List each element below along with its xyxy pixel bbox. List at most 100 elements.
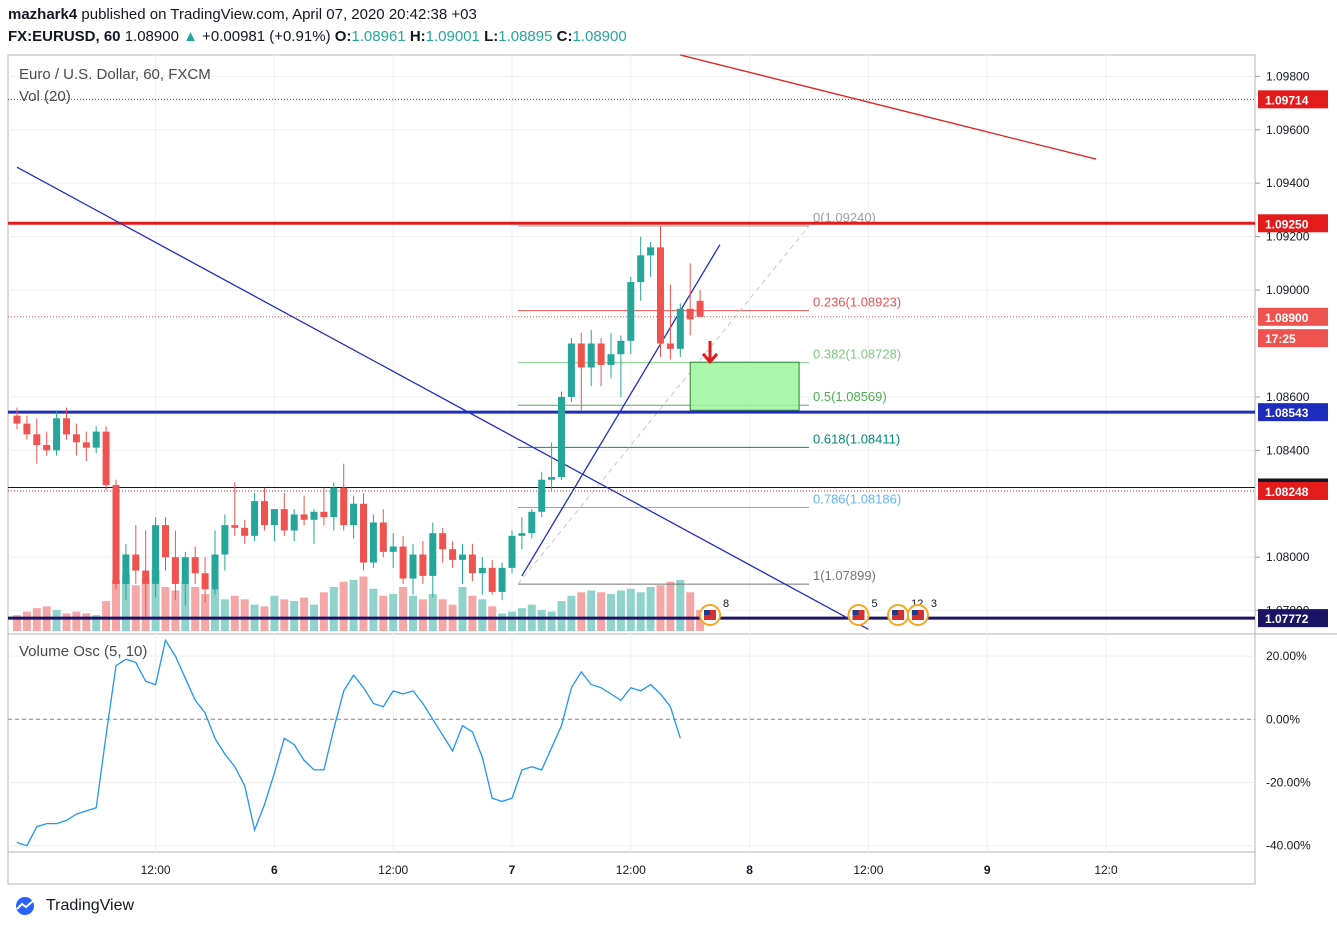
volume-bar <box>538 610 546 631</box>
candle-body <box>578 344 585 368</box>
candle-body <box>311 512 318 520</box>
flag-canton <box>892 610 898 615</box>
price-badge-label: 1.08900 <box>1265 311 1309 325</box>
candle-body <box>73 434 80 442</box>
candle-body <box>429 533 436 576</box>
fib-level-label: 0.5(1.08569) <box>813 389 887 404</box>
candle-body <box>162 525 169 557</box>
candle-body <box>221 525 228 554</box>
candle-body <box>469 555 476 574</box>
volume-bar <box>657 585 665 631</box>
event-count: 8 <box>723 598 729 610</box>
candle-body <box>627 282 634 341</box>
candle-body <box>33 434 40 445</box>
candle-body <box>320 512 327 517</box>
candle-body <box>677 309 684 349</box>
candle-body <box>192 557 199 573</box>
osc-tick-label: 20.00% <box>1266 649 1307 663</box>
symbol-legend[interactable]: Euro / U.S. Dollar, 60, FXCM <box>19 66 211 83</box>
price-badge-label: 1.08248 <box>1265 485 1309 499</box>
time-tick-label: 8 <box>746 863 753 877</box>
volume-bar <box>241 599 249 631</box>
candle-body <box>568 344 575 397</box>
volume-bar <box>607 594 615 631</box>
volume-bar <box>360 576 368 631</box>
candle-body <box>182 557 189 584</box>
tradingview-logo[interactable]: TradingView <box>10 896 134 916</box>
price-tick-label: 1.09000 <box>1266 283 1310 297</box>
volume-bar <box>211 589 219 631</box>
time-tick-label: 12:0 <box>1094 863 1118 877</box>
volume-bar <box>191 587 199 631</box>
volume-bar <box>369 589 377 631</box>
candle-body <box>301 514 308 519</box>
volume-bar <box>102 601 110 631</box>
flag-canton <box>704 610 710 615</box>
candle-body <box>449 549 456 560</box>
volume-oscillator-line <box>17 640 680 845</box>
time-tick-label: 12:00 <box>616 863 646 877</box>
candle-body <box>598 344 605 365</box>
candle-body <box>340 488 347 525</box>
candle-body <box>83 442 90 447</box>
candle-body <box>14 416 21 424</box>
candle-body <box>558 397 565 477</box>
time-tick-label: 7 <box>509 863 516 877</box>
osc-tick-label: -20.00% <box>1266 775 1311 789</box>
volume-bar <box>429 594 437 631</box>
volume-bar <box>290 601 298 631</box>
volume-bar <box>617 591 625 631</box>
candle-body <box>400 547 407 579</box>
candle-body <box>647 247 654 255</box>
price-tick-label: 1.08600 <box>1266 390 1310 404</box>
price-badge-label: 1.08543 <box>1265 406 1309 420</box>
candle-body <box>241 528 248 536</box>
volume-bar <box>508 612 516 631</box>
candle-body <box>93 432 100 448</box>
plot-frame <box>8 55 1255 884</box>
candle-body <box>63 418 70 434</box>
volume-bar <box>666 582 674 631</box>
price-badge-label: 1.09250 <box>1265 217 1309 231</box>
candle-body <box>617 341 624 354</box>
price-tick-label: 1.09400 <box>1266 176 1310 190</box>
candle-body <box>548 477 555 480</box>
candle-body <box>231 525 238 528</box>
price-tick-label: 1.09600 <box>1266 123 1310 137</box>
candle-body <box>202 573 209 589</box>
oscillator-legend[interactable]: Volume Osc (5, 10) <box>19 643 147 660</box>
event-count: 3 <box>931 598 937 610</box>
volume-bar <box>53 610 61 631</box>
fib-level-label: 1(1.07899) <box>813 568 876 583</box>
volume-bar <box>280 599 288 631</box>
price-tick-label: 1.08400 <box>1266 443 1310 457</box>
candle-body <box>113 485 120 584</box>
volume-bar <box>627 589 635 631</box>
fib-level-label: 0.236(1.08923) <box>813 295 901 310</box>
event-count: 5 <box>872 598 878 610</box>
volume-bar <box>498 613 506 631</box>
volume-bar <box>350 580 358 631</box>
time-tick-label: 9 <box>984 863 991 877</box>
candle-body <box>350 504 357 525</box>
volume-bar <box>340 582 348 631</box>
volume-bar <box>270 596 278 631</box>
time-tick-label: 12:00 <box>141 863 171 877</box>
candle-body <box>499 568 506 592</box>
candle-body <box>360 504 367 563</box>
fib-level-label: 0.786(1.08186) <box>813 492 901 507</box>
candle-body <box>390 547 397 552</box>
volume-bar <box>567 596 575 631</box>
volume-bar <box>330 587 338 631</box>
candle-body <box>212 555 219 590</box>
candle-body <box>43 445 50 450</box>
volume-bar <box>320 592 328 631</box>
candle-body <box>588 344 595 368</box>
candle-body <box>261 501 268 525</box>
volume-legend[interactable]: Vol (20) <box>19 88 71 105</box>
osc-tick-label: -40.00% <box>1266 839 1311 853</box>
volume-bar <box>459 587 467 631</box>
candle-body <box>509 536 516 568</box>
price-tick-label: 1.09800 <box>1266 69 1310 83</box>
